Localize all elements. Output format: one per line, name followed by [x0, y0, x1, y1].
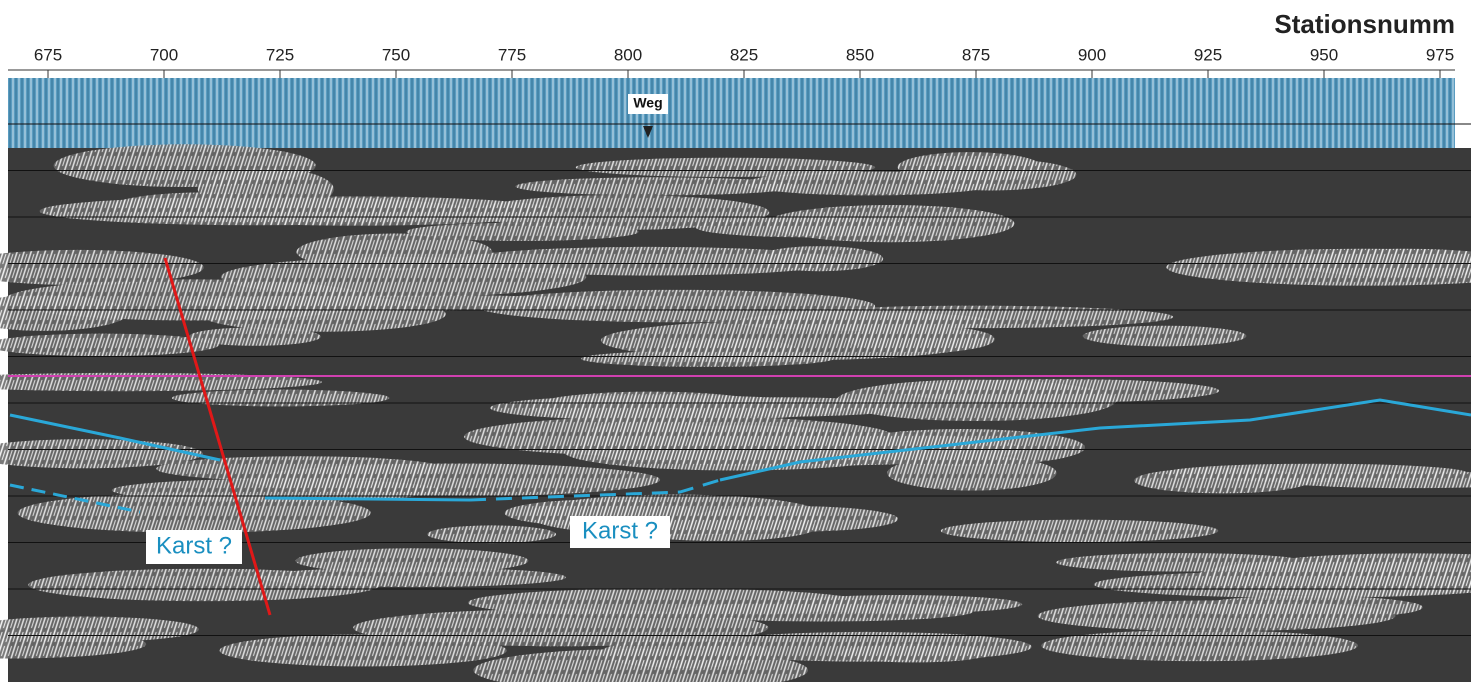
reflector [611, 425, 874, 467]
reflector [171, 389, 390, 407]
tick-label: 900 [1078, 45, 1106, 64]
reflector [838, 643, 991, 663]
tick-label: 850 [846, 45, 874, 64]
tick-label: 800 [614, 45, 642, 64]
tick-label: 750 [382, 45, 410, 64]
axis: 675 700 725 750 775 800 825 850 875 900 925 950 975 [34, 45, 1454, 78]
tick-label: 925 [1194, 45, 1222, 64]
reflector [188, 327, 321, 346]
reflector [475, 289, 876, 323]
time-lines [8, 123, 1471, 636]
tick-label: 675 [34, 45, 62, 64]
reflector [0, 372, 322, 392]
karst-label-right: Karst ? [582, 517, 658, 544]
reflector [473, 648, 808, 682]
reflector [755, 246, 884, 272]
reflector [940, 519, 1219, 543]
reflector [53, 144, 316, 188]
road-marker [643, 126, 653, 138]
karst-box-left [146, 530, 242, 564]
reflector [0, 333, 219, 357]
reflector [1165, 463, 1468, 483]
reflector [467, 588, 865, 617]
reflector [839, 428, 1085, 466]
reflector [1257, 553, 1471, 579]
reflector [17, 492, 371, 533]
karst-label-left: Karst ? [156, 532, 232, 559]
fault-line [163, 257, 272, 616]
reflector [1192, 595, 1423, 619]
reflector [427, 525, 557, 544]
reflector [473, 195, 770, 230]
reflector [258, 567, 566, 588]
reflector [111, 192, 303, 222]
tick-label: 825 [730, 45, 758, 64]
tick-label: 700 [150, 45, 178, 64]
reflector [1082, 325, 1247, 347]
reflector [688, 506, 899, 532]
reflector [0, 629, 147, 659]
blue-horizon-mid [264, 496, 471, 502]
tick-label: 725 [266, 45, 294, 64]
reflector [887, 455, 1057, 491]
title: Stationsnumm [1274, 9, 1455, 39]
blue-horizon-dashed-left [9, 483, 141, 514]
tick-label: 875 [962, 45, 990, 64]
reflector [581, 350, 834, 367]
reflector [905, 158, 1077, 191]
karst-box-right [570, 516, 670, 548]
reflector [836, 379, 1117, 422]
tick-label: 775 [498, 45, 526, 64]
road-label-box [628, 94, 668, 114]
reflector [0, 295, 129, 331]
reflector [847, 325, 995, 353]
reflector [1166, 248, 1471, 286]
reflector [765, 204, 1015, 243]
reflector [515, 177, 798, 196]
reflector [406, 222, 639, 241]
tick-label: 975 [1426, 45, 1454, 64]
blue-horizon-left [9, 413, 221, 462]
reflector [353, 609, 769, 647]
blue-horizon-right [719, 398, 1471, 482]
reflector [249, 463, 661, 497]
reflector [1041, 630, 1358, 662]
surface-band [8, 78, 1455, 148]
blue-horizon-dashed-mid [469, 478, 721, 502]
reflector [0, 249, 204, 285]
reflector [219, 634, 507, 667]
road-label: Weg [633, 95, 662, 111]
reflector [295, 548, 529, 574]
reflector [575, 157, 876, 177]
tick-label: 950 [1310, 45, 1338, 64]
